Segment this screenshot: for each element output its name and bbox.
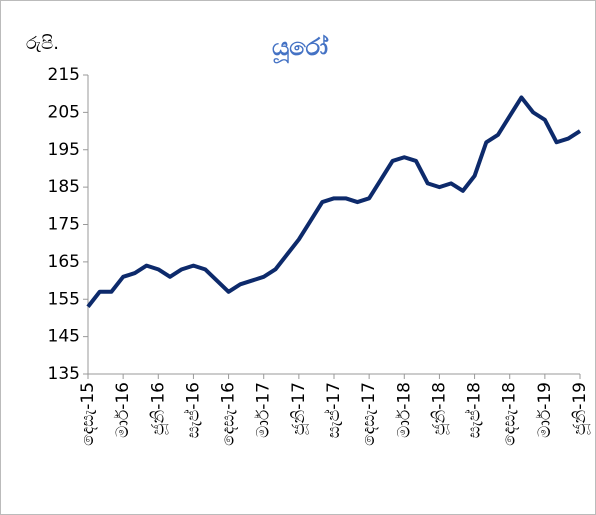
x-tick-label: මාර්-16 — [113, 382, 133, 438]
x-tick-label: සැප්-16 — [183, 382, 203, 438]
x-tick-label: මාර්-19 — [535, 382, 555, 438]
y-tick-label: 205 — [48, 102, 80, 122]
x-tick-label: මාර්-18 — [394, 382, 414, 438]
y-tick-label: 195 — [48, 140, 80, 160]
x-tick-label: සැප්-17 — [324, 382, 344, 438]
x-tick-label: ජූනි-19 — [570, 382, 590, 435]
y-tick-label: 175 — [48, 215, 80, 235]
x-tick-label: ජූනි-18 — [429, 382, 449, 435]
y-tick-label: 145 — [48, 327, 80, 347]
y-tick-label: 165 — [48, 252, 80, 272]
y-tick-label: 155 — [48, 289, 80, 309]
y-tick-label: 215 — [48, 65, 80, 85]
x-tick-label: සැප්-18 — [464, 382, 484, 438]
y-axis-label: රුපි. — [26, 33, 59, 54]
y-tick-label: 135 — [48, 364, 80, 384]
y-tick-label: 185 — [48, 177, 80, 197]
x-tick-label: ජූනි-17 — [289, 382, 309, 435]
x-tick-label: දෙසැ-18 — [500, 382, 520, 446]
x-tick-label: ජූනි-16 — [148, 382, 168, 435]
x-tick-label: මාර්-17 — [254, 382, 274, 438]
x-tick-label: දෙසැ-16 — [219, 382, 239, 446]
x-tick-label: දෙසැ-15 — [78, 382, 98, 446]
chart-title: යූරෝ — [272, 33, 329, 63]
line-series — [86, 95, 582, 308]
x-tick-label: දෙසැ-17 — [359, 382, 379, 446]
